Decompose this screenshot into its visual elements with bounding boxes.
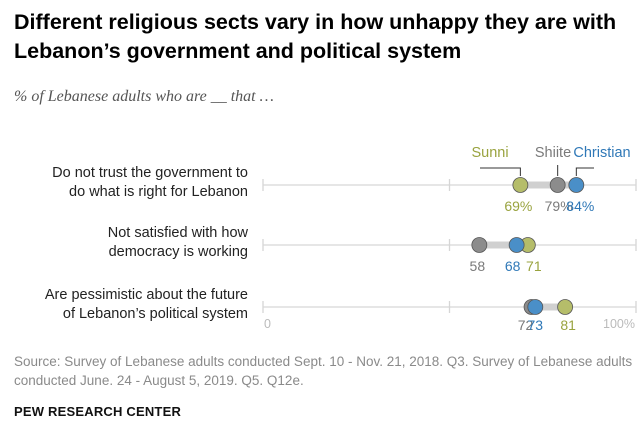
- row-label-2: democracy is working: [109, 244, 248, 260]
- dot-christian-3: [527, 299, 544, 315]
- value-label-christian-1: 84%: [566, 198, 594, 214]
- dot-shiite-1: [549, 177, 566, 193]
- organization-name: PEW RESEARCH CENTER: [14, 404, 182, 419]
- value-label-shiite-2: 58: [470, 258, 486, 274]
- source-note: Source: Survey of Lebanese adults conduc…: [14, 354, 633, 388]
- tick-label-0: 0: [264, 317, 271, 331]
- chart-subtitle: % of Lebanese adults who are __ that …: [14, 88, 274, 105]
- legend-leader-christian: [575, 167, 594, 176]
- dot-shiite-2: [471, 237, 488, 253]
- value-label-sunni-3: 81: [560, 317, 576, 333]
- row-label-1: Do not trust the government to: [52, 165, 248, 181]
- value-label-sunni-1: 69%: [504, 198, 532, 214]
- value-label-shiite-3: 72: [518, 317, 534, 333]
- dot-sunni-3: [557, 299, 574, 315]
- row-label-3: of Lebanon’s political system: [63, 306, 248, 322]
- dot-sunni-1: [512, 177, 529, 193]
- dot-christian-2: [508, 237, 525, 253]
- row-label-2: Not satisfied with how: [108, 225, 249, 241]
- legend-christian: Christian: [573, 145, 630, 161]
- legend-sunni: Sunni: [471, 145, 508, 161]
- value-label-sunni-2: 71: [526, 258, 542, 274]
- legend-leader-sunni: [480, 167, 521, 176]
- row-label-3: Are pessimistic about the future: [45, 287, 248, 303]
- row-label-1: do what is right for Lebanon: [69, 184, 248, 200]
- chart-title: Different religious sects vary in how un…: [14, 10, 617, 63]
- dot-christian-1: [568, 177, 585, 193]
- value-label-christian-3: 73: [528, 317, 544, 333]
- value-label-christian-2: 68: [505, 258, 521, 274]
- legend-shiite: Shiite: [535, 145, 571, 161]
- value-label-shiite-1: 79%: [545, 198, 573, 214]
- tick-label-100: 100%: [603, 317, 635, 331]
